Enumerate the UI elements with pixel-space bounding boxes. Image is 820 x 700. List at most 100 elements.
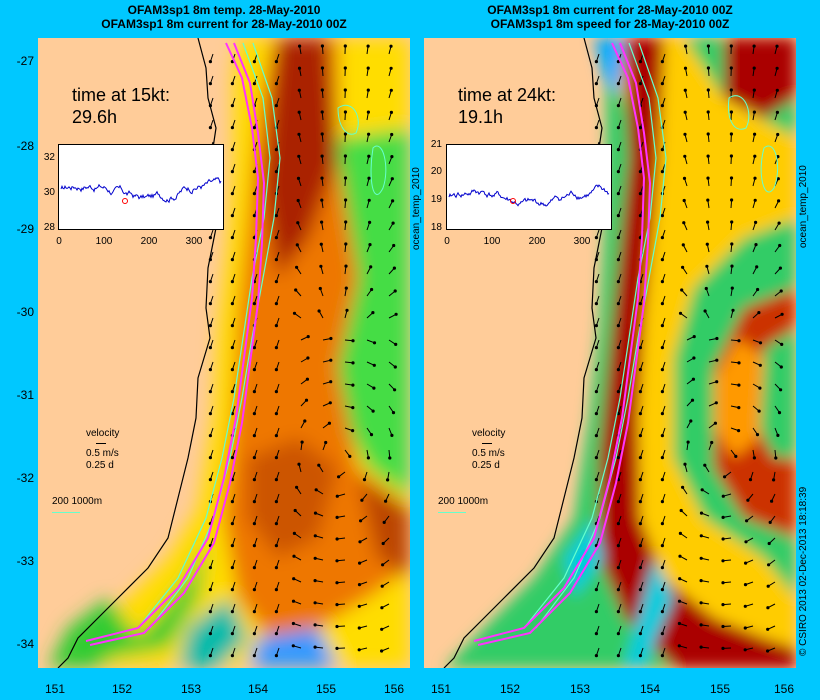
velocity-arrow-head (758, 341, 763, 345)
velocity-arrow-head (351, 339, 355, 343)
velocity-arrow-head (678, 311, 683, 315)
velocity-arrow-head (274, 236, 278, 240)
velocity-arrow-head (754, 220, 758, 224)
velocity-arrow-head (335, 494, 339, 498)
velocity-arrow-head (721, 559, 725, 563)
contour-legend-line (438, 512, 466, 513)
velocity-arrow-head (252, 368, 256, 372)
velocity-arrow-head (230, 126, 234, 130)
velocity-arrow-head (230, 654, 234, 658)
velocity-arrows (594, 44, 784, 658)
speed-map (424, 38, 796, 668)
velocity-arrow-head (274, 412, 278, 416)
velocity-arrow-head (366, 88, 370, 92)
velocity-arrow-head (692, 335, 696, 339)
velocity-arrow-head (703, 309, 707, 313)
velocity-arrow-head (743, 583, 748, 587)
velocity-arrow-head (777, 221, 781, 225)
x-tick-label: 154 (639, 682, 661, 696)
velocity-arrow-head (594, 324, 598, 328)
velocity-arrow-head (744, 540, 748, 544)
velocity-arrow-head (638, 456, 642, 460)
velocity-arrow-head (305, 377, 309, 381)
velocity-arrow-head (343, 176, 348, 180)
velocity-arrow-head (678, 531, 682, 535)
velocity-arrow-head (388, 456, 392, 460)
velocity-arrow-head (208, 236, 212, 240)
velocity-arrow-head (230, 500, 234, 504)
velocity-arrow-head (297, 132, 301, 136)
velocity-arrow-head (380, 627, 384, 631)
contour-200m (523, 42, 657, 629)
inset-x-tick: 300 (185, 236, 203, 247)
velocity-arrow-head (208, 390, 212, 394)
velocity-arrow-head (230, 324, 234, 328)
velocity-arrow-head (616, 258, 620, 262)
velocity-legend-arrow (482, 443, 492, 444)
velocity-arrow-head (298, 44, 302, 48)
velocity-arrow-head (252, 60, 256, 64)
velocity-arrow-head (755, 433, 760, 437)
velocity-arrow-head (371, 311, 375, 315)
velocity-arrow-head (343, 110, 347, 114)
velocity-arrow-head (291, 644, 295, 648)
velocity-arrow-head (729, 66, 733, 70)
contour-eddy-right (727, 95, 779, 193)
velocity-arrow-head (297, 110, 301, 114)
velocity-arrow-head (594, 280, 598, 284)
y-tick-label: -27 (16, 54, 34, 68)
velocity-arrow-head (274, 632, 278, 636)
velocity-arrow-head (368, 220, 372, 224)
velocity-arrow-head (274, 500, 278, 504)
velocity-arrow-head (706, 176, 710, 180)
velocity-arrow-head (734, 454, 738, 458)
velocity-arrow-head (320, 110, 324, 114)
inset-x-tick: 0 (444, 236, 450, 247)
velocity-arrow-head (616, 126, 620, 130)
velocity-arrow-head (616, 368, 620, 372)
velocity-arrow-head (296, 198, 300, 203)
velocity-arrow-head (252, 412, 256, 416)
velocity-arrow-head (638, 566, 642, 570)
velocity-arrow-head (252, 82, 256, 86)
velocity-arrow-head (686, 440, 690, 444)
velocity-arrow-head (313, 534, 317, 538)
velocity-arrow-head (660, 500, 664, 504)
velocity-arrow-head (297, 462, 301, 466)
inset-x-tick: 200 (140, 236, 158, 247)
y-tick-label: -30 (16, 305, 34, 319)
velocity-arrow-head (313, 511, 318, 515)
velocity-arrow-head (343, 66, 347, 70)
velocity-arrow-head (335, 559, 339, 563)
velocity-arrow-head (638, 368, 642, 372)
velocity-arrow-head (274, 214, 278, 218)
velocity-arrow-head (313, 579, 317, 583)
velocity-arrow-head (748, 478, 753, 482)
velocity-arrow-head (699, 601, 703, 605)
inset-x-tick: 100 (95, 236, 113, 247)
velocity-arrow-head (766, 606, 770, 610)
velocity-arrow-head (714, 401, 718, 405)
timeseries-line (448, 184, 610, 207)
velocity-arrow-head (638, 412, 642, 416)
velocity-arrow-head (208, 82, 212, 86)
velocity-arrow-head (638, 192, 642, 196)
velocity-arrow-head (616, 544, 620, 548)
velocity-arrow-head (319, 264, 323, 268)
temperature-timeseries-inset (58, 144, 224, 230)
velocity-arrow-head (660, 544, 664, 548)
inset-y-tick: 30 (43, 187, 55, 198)
velocity-arrow-head (616, 456, 620, 460)
velocity-arrow-head (699, 579, 703, 583)
velocity-arrow-head (660, 456, 664, 460)
velocity-arrow-head (335, 624, 339, 629)
velocity-arrow-head (704, 286, 708, 291)
velocity-arrow-head (362, 478, 367, 482)
ship-track-return (89, 42, 266, 646)
velocity-arrow-head (292, 577, 296, 581)
velocity-arrow-head (382, 520, 386, 524)
velocity-arrow-head (660, 280, 664, 284)
velocity-arrow-head (390, 433, 394, 437)
velocity-arrow-head (392, 243, 396, 248)
velocity-arrow-head (390, 177, 394, 181)
